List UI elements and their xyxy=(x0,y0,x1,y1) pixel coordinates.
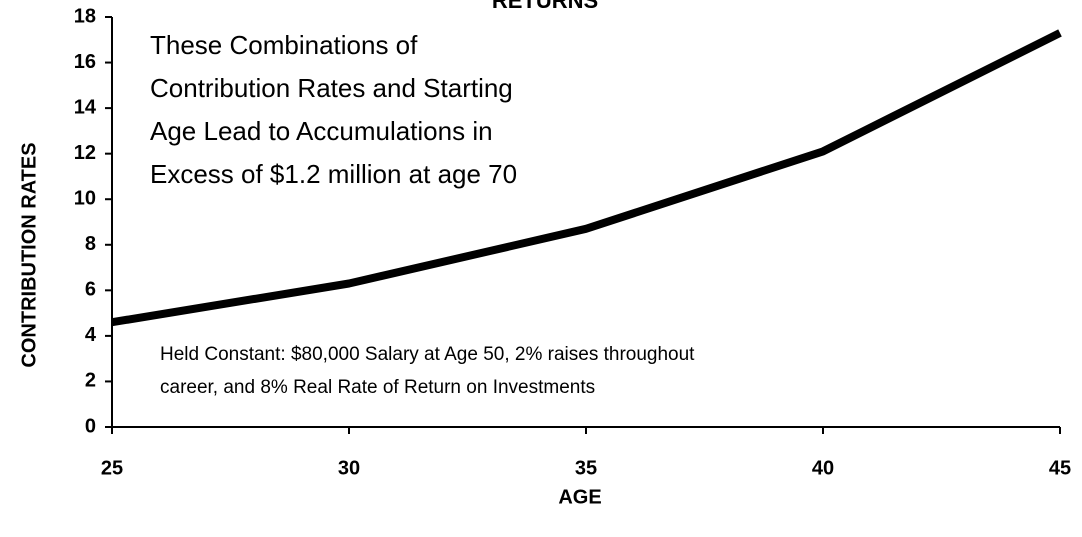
y-tick-label: 0 xyxy=(85,415,96,437)
y-tick-label: 10 xyxy=(74,188,96,210)
annotation: Excess of $1.2 million at age 70 xyxy=(150,159,517,189)
y-tick-label: 18 xyxy=(74,5,96,27)
x-axis-label: AGE xyxy=(558,486,601,508)
y-tick-label: 12 xyxy=(74,142,96,164)
x-tick-label: 30 xyxy=(338,457,360,479)
y-tick-label: 14 xyxy=(74,96,97,118)
y-tick-label: 4 xyxy=(85,324,97,346)
y-tick-label: 8 xyxy=(85,233,96,255)
y-tick-label: 2 xyxy=(85,370,96,392)
y-axis-label: CONTRIBUTION RATES xyxy=(18,142,40,367)
data-line xyxy=(111,29,1062,327)
x-tick-label: 45 xyxy=(1049,457,1071,479)
chart-title: RETURNS xyxy=(492,0,598,13)
y-tick-label: 6 xyxy=(85,279,96,301)
annotation: Contribution Rates and Starting xyxy=(150,73,513,103)
annotation: career, and 8% Real Rate of Return on In… xyxy=(160,377,595,398)
x-tick-label: 35 xyxy=(575,457,597,479)
annotation: Held Constant: $80,000 Salary at Age 50,… xyxy=(160,344,695,365)
annotation: These Combinations of xyxy=(150,30,418,60)
y-tick-label: 16 xyxy=(74,51,96,73)
x-tick-label: 40 xyxy=(812,457,834,479)
annotation: Age Lead to Accumulations in xyxy=(150,116,493,146)
x-tick-label: 25 xyxy=(101,457,123,479)
